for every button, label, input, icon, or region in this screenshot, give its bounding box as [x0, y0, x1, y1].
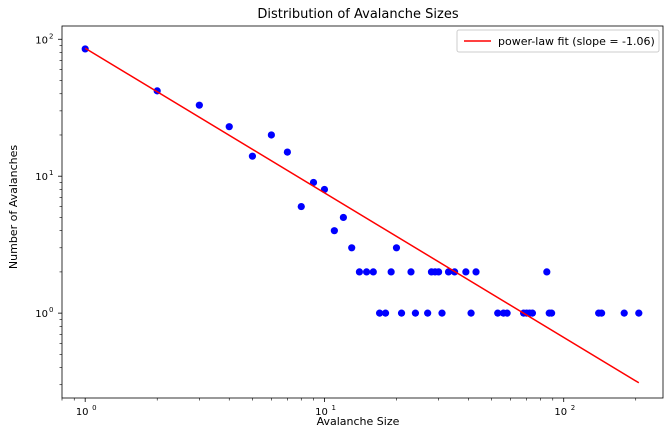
y-tick-label-2: 10 — [35, 35, 48, 46]
fit-line — [84, 47, 640, 384]
data-point-21 — [407, 268, 415, 276]
y-tick-label-0: 10 — [35, 309, 48, 320]
data-point-7 — [297, 202, 305, 211]
y-tick-exponent-1: 1 — [49, 169, 53, 177]
data-point-15 — [369, 268, 377, 276]
data-point-33 — [494, 309, 502, 317]
chart-title: Distribution of Avalanche Sizes — [257, 7, 458, 22]
y-tick-exponent-0: 0 — [49, 306, 53, 314]
data-point-2 — [195, 101, 203, 109]
series-layer — [81, 45, 643, 384]
data-point-14 — [362, 268, 371, 276]
data-point-22 — [411, 309, 420, 317]
data-point-13 — [355, 268, 364, 276]
x-tick-label-2: 10 — [554, 407, 567, 418]
data-point-16 — [375, 309, 384, 317]
legend: power-law fit (slope = -1.06) — [456, 29, 660, 53]
x-axis-label: Avalanche Size — [317, 415, 400, 428]
data-point-3 — [225, 123, 233, 131]
x-tick-exponent-2: 2 — [571, 404, 575, 412]
data-point-28 — [444, 268, 453, 276]
x-axis: 10 0 10 1 10 2 — [61, 398, 637, 418]
data-point-5 — [267, 131, 275, 139]
data-point-30 — [462, 268, 470, 276]
data-point-11 — [339, 213, 347, 222]
data-point-44 — [598, 309, 606, 317]
x-tick-label-1: 10 — [315, 407, 328, 418]
data-point-17 — [381, 309, 390, 317]
data-point-18 — [387, 268, 395, 276]
data-point-35 — [503, 309, 511, 317]
legend-fit-label: power-law fit (slope = -1.06) — [498, 35, 655, 48]
data-point-26 — [435, 268, 443, 276]
plot-frame — [61, 25, 664, 399]
y-axis-label: Number of Avalanches — [7, 145, 20, 269]
data-point-23 — [424, 309, 432, 317]
y-tick-label-1: 10 — [35, 172, 48, 183]
data-point-4 — [248, 152, 257, 160]
data-point-39 — [528, 309, 537, 317]
data-point-20 — [397, 309, 406, 317]
data-point-12 — [348, 244, 356, 252]
data-point-45 — [620, 309, 628, 317]
x-tick-exponent-0: 0 — [92, 404, 96, 412]
data-point-31 — [467, 309, 475, 317]
data-point-32 — [472, 268, 480, 276]
data-point-40 — [543, 268, 551, 276]
data-point-6 — [283, 148, 291, 156]
data-point-10 — [330, 227, 338, 235]
data-point-46 — [635, 309, 643, 317]
x-tick-label-0: 10 — [76, 407, 89, 418]
legend-box — [456, 29, 660, 53]
x-tick-exponent-1: 1 — [331, 404, 335, 412]
data-point-42 — [548, 309, 556, 317]
data-point-19 — [392, 244, 401, 252]
data-point-27 — [438, 309, 446, 317]
y-tick-exponent-2: 2 — [49, 32, 53, 40]
